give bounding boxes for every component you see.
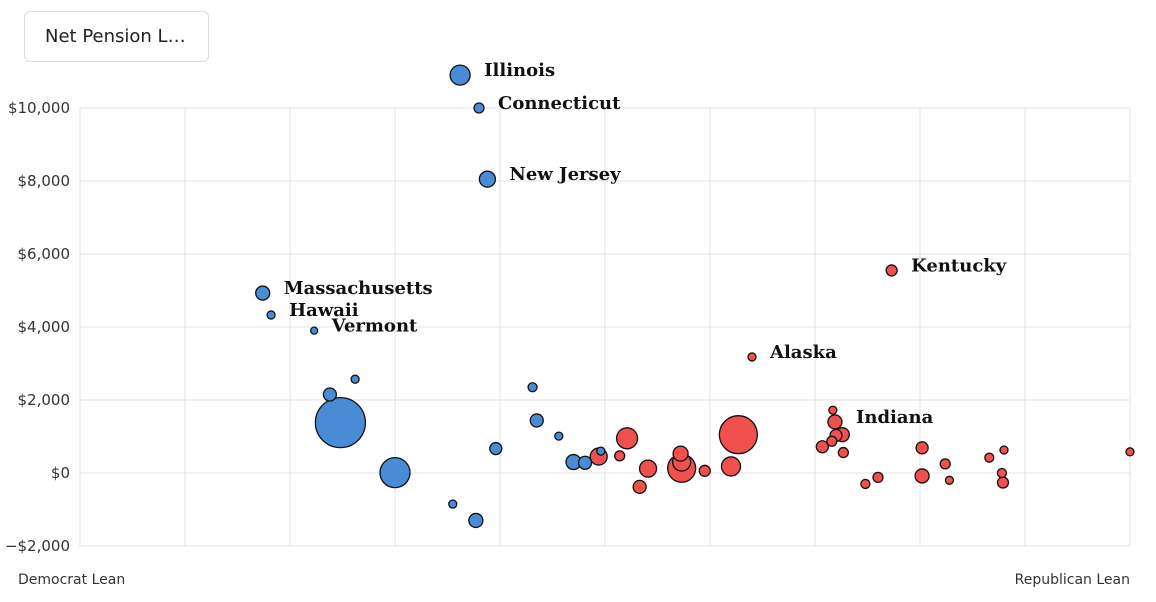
data-point[interactable]: [984, 452, 995, 463]
data-points: [255, 64, 1135, 529]
data-point[interactable]: [672, 445, 689, 462]
point-label-massachusetts: Massachusetts: [284, 278, 433, 299]
x-label-right: Republican Lean: [1015, 572, 1130, 588]
data-point[interactable]: [448, 499, 458, 509]
data-point[interactable]: [999, 445, 1009, 455]
data-point[interactable]: [489, 441, 503, 456]
data-point[interactable]: [379, 456, 411, 489]
data-point[interactable]: [632, 479, 647, 495]
point-label-alaska: Alaska: [769, 342, 837, 363]
data-point-vermont[interactable]: [309, 326, 319, 335]
data-point-hawaii[interactable]: [266, 310, 276, 320]
data-point[interactable]: [860, 478, 871, 490]
data-point[interactable]: [527, 382, 538, 393]
data-point[interactable]: [350, 374, 360, 384]
data-point[interactable]: [529, 413, 544, 428]
data-point[interactable]: [554, 431, 564, 441]
point-label-connecticut: Connecticut: [498, 93, 621, 114]
data-point[interactable]: [314, 396, 367, 449]
data-point[interactable]: [837, 446, 849, 459]
point-label-kentucky: Kentucky: [911, 255, 1007, 276]
data-point[interactable]: [596, 446, 606, 456]
data-point-connecticut[interactable]: [473, 102, 485, 114]
data-point[interactable]: [615, 427, 639, 450]
data-point[interactable]: [577, 455, 593, 470]
y-tick-label: $8,000: [18, 172, 71, 190]
data-point[interactable]: [915, 441, 929, 455]
data-point[interactable]: [939, 458, 951, 470]
data-point-kentucky[interactable]: [885, 264, 898, 277]
data-point[interactable]: [614, 450, 626, 462]
y-tick-label: $6,000: [18, 245, 71, 263]
y-tick-label: −$2,000: [5, 537, 70, 555]
data-point-new-jersey[interactable]: [478, 170, 497, 188]
data-point[interactable]: [468, 512, 484, 529]
data-point[interactable]: [872, 471, 884, 484]
data-point[interactable]: [826, 435, 838, 447]
data-point-massachusetts[interactable]: [255, 285, 271, 301]
data-point[interactable]: [828, 405, 838, 415]
y-tick-label: $4,000: [18, 318, 71, 336]
data-point[interactable]: [1125, 447, 1135, 457]
x-label-left: Democrat Lean: [18, 572, 125, 588]
point-label-indiana: Indiana: [856, 407, 934, 428]
data-point[interactable]: [322, 387, 338, 402]
metric-dropdown[interactable]: Net Pension L…: [24, 11, 209, 62]
point-label-vermont: Vermont: [331, 316, 418, 337]
data-point[interactable]: [996, 467, 1008, 479]
data-point[interactable]: [914, 468, 930, 484]
y-axis-ticks: $10,000 $8,000 $6,000 $4,000 $2,000 $0 −$2,000: [5, 99, 70, 555]
point-label-hawaii: Hawaii: [289, 300, 359, 321]
metric-dropdown-value: Net Pension L…: [45, 26, 186, 47]
data-point-alaska[interactable]: [747, 352, 757, 362]
y-tick-label: $2,000: [18, 391, 71, 409]
data-point[interactable]: [718, 415, 758, 455]
data-point-indiana[interactable]: [827, 414, 843, 430]
point-labels: Illinois Connecticut New Jersey Massachuset…: [284, 60, 1007, 428]
point-label-new-jersey: New Jersey: [509, 164, 621, 185]
data-point[interactable]: [815, 440, 829, 454]
data-point[interactable]: [996, 476, 1010, 489]
data-point[interactable]: [720, 456, 742, 477]
y-tick-label: $10,000: [8, 99, 70, 117]
data-point[interactable]: [944, 475, 955, 485]
data-point[interactable]: [698, 464, 711, 477]
y-tick-label: $0: [51, 464, 70, 482]
data-point-illinois[interactable]: [449, 64, 471, 86]
data-point[interactable]: [638, 459, 658, 478]
point-label-illinois: Illinois: [484, 60, 555, 81]
